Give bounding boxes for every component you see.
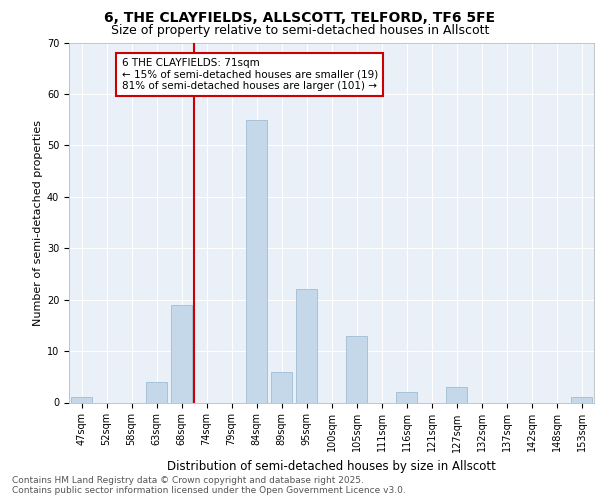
Bar bbox=[71, 398, 92, 402]
Bar bbox=[571, 398, 592, 402]
X-axis label: Distribution of semi-detached houses by size in Allscott: Distribution of semi-detached houses by … bbox=[167, 460, 496, 473]
Bar bbox=[346, 336, 367, 402]
Bar bbox=[246, 120, 267, 403]
Bar bbox=[296, 290, 317, 403]
Bar bbox=[396, 392, 417, 402]
Text: Size of property relative to semi-detached houses in Allscott: Size of property relative to semi-detach… bbox=[111, 24, 489, 37]
Bar bbox=[271, 372, 292, 402]
Text: 6, THE CLAYFIELDS, ALLSCOTT, TELFORD, TF6 5FE: 6, THE CLAYFIELDS, ALLSCOTT, TELFORD, TF… bbox=[104, 11, 496, 25]
Bar bbox=[446, 387, 467, 402]
Bar bbox=[171, 305, 192, 402]
Bar bbox=[146, 382, 167, 402]
Text: 6 THE CLAYFIELDS: 71sqm
← 15% of semi-detached houses are smaller (19)
81% of se: 6 THE CLAYFIELDS: 71sqm ← 15% of semi-de… bbox=[121, 58, 378, 91]
Text: Contains HM Land Registry data © Crown copyright and database right 2025.
Contai: Contains HM Land Registry data © Crown c… bbox=[12, 476, 406, 495]
Y-axis label: Number of semi-detached properties: Number of semi-detached properties bbox=[33, 120, 43, 326]
